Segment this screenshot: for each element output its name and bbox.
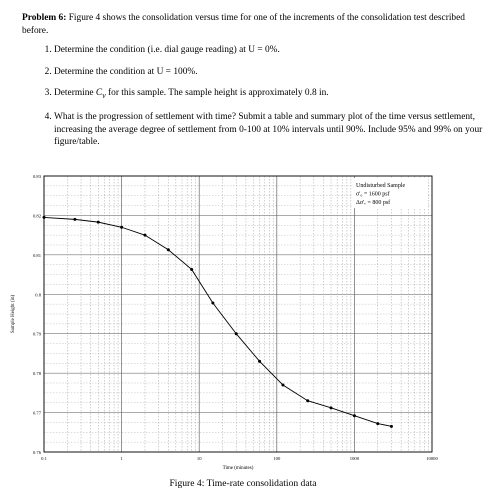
data-point <box>143 233 147 237</box>
data-point <box>376 422 380 426</box>
x-tick-label: 0.1 <box>41 456 47 461</box>
cv-letter: C <box>95 88 103 98</box>
y-tick-label: 0.77 <box>33 411 42 416</box>
y-tick-label: 0.76 <box>33 450 42 455</box>
x-tick-label: 1 <box>120 456 123 461</box>
question-4: What is the progression of settlement wi… <box>54 111 486 149</box>
legend-line: Δσ'ᵥ = 800 psf <box>356 199 390 206</box>
problem-text: Figure 4 shows the consolidation versus … <box>22 13 465 36</box>
plot-frame <box>43 175 433 453</box>
figure-caption: Figure 4: Time-rate consolidation data <box>169 478 317 489</box>
data-point <box>190 267 194 271</box>
data-point <box>42 215 46 219</box>
data-point <box>73 217 77 221</box>
question-list: Determine the condition (i.e. dial gauge… <box>22 44 486 149</box>
question-3-lead: Determine <box>54 88 96 98</box>
y-tick-label: 0.79 <box>33 332 42 337</box>
data-point <box>120 225 124 229</box>
problem-heading: Problem 6: <box>22 13 67 23</box>
data-point <box>96 220 100 224</box>
y-tick-label: 0.78 <box>33 371 42 376</box>
x-tick-label: 100 <box>273 456 281 461</box>
legend-line: Undisturbed Sample <box>356 183 405 189</box>
y-tick-label: 0.8 <box>35 292 41 297</box>
y-tick-label: 0.82 <box>33 213 42 218</box>
data-point <box>306 399 310 403</box>
data-point <box>258 359 262 363</box>
legend-box <box>353 178 427 208</box>
data-point <box>166 248 170 252</box>
problem-statement: Problem 6: Figure 4 shows the consolidat… <box>22 12 472 37</box>
x-axis-label: Time (minutes) <box>223 466 254 471</box>
data-point <box>211 301 215 305</box>
data-point <box>389 424 393 428</box>
legend-line: σ'₀ = 1600 psf <box>356 191 390 198</box>
data-point <box>329 406 333 410</box>
data-point <box>281 383 285 387</box>
y-tick-label: 0.83 <box>33 174 42 179</box>
question-2: Determine the condition at U = 100%. <box>54 66 486 79</box>
question-3: Determine Cv for this sample. The sample… <box>54 87 486 102</box>
consolidation-chart: 0.83 0.82 0.81 0.8 0.79 0.78 0.77 0.760.1 1 10 100… <box>11 174 438 471</box>
y-axis-label: Sample Height (in) <box>11 295 16 334</box>
series-line <box>43 216 392 427</box>
x-tick-label: 1000 <box>350 456 360 461</box>
question-3-tail: for this sample. The sample height is ap… <box>105 88 329 98</box>
question-1: Determine the condition (i.e. dial gauge… <box>54 44 486 57</box>
cv-symbol: Cv <box>95 88 106 100</box>
data-point <box>352 414 356 418</box>
data-point <box>234 332 238 336</box>
x-tick-label: 10 <box>197 456 202 461</box>
x-tick-label: 10000 <box>426 456 438 461</box>
y-tick-label: 0.81 <box>33 253 42 258</box>
cv-subscript: v <box>102 90 106 100</box>
